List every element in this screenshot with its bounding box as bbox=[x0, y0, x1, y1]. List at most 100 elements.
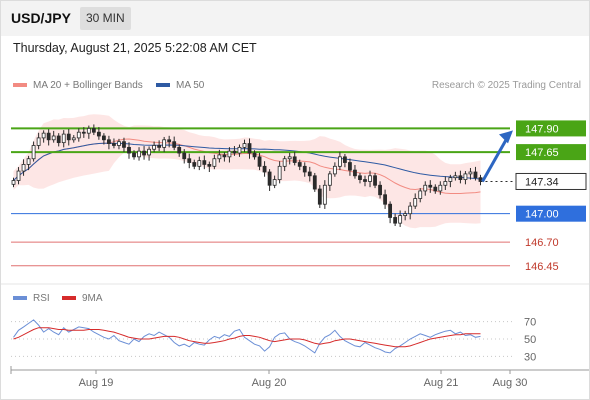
candle-body bbox=[56, 135, 61, 144]
rsi-tick-label: 50 bbox=[524, 334, 536, 346]
candle-body bbox=[192, 162, 197, 167]
candle-body bbox=[388, 203, 393, 218]
candle-body bbox=[463, 173, 468, 180]
candle-body bbox=[267, 171, 272, 186]
candle-body bbox=[393, 217, 398, 224]
candle-body bbox=[433, 186, 438, 192]
candle-body bbox=[91, 128, 96, 133]
candle-body bbox=[182, 152, 187, 160]
candle-body bbox=[448, 177, 453, 182]
candle-body bbox=[473, 171, 478, 179]
ma9-swatch bbox=[62, 296, 76, 301]
forecast-arrow-head bbox=[499, 130, 513, 144]
candle-body bbox=[117, 141, 121, 146]
candle-body bbox=[202, 160, 207, 165]
legend-bollinger-label: MA 20 + Bollinger Bands bbox=[33, 80, 143, 91]
candle-body bbox=[147, 148, 151, 156]
candle-body bbox=[41, 132, 46, 139]
bollinger-swatch bbox=[13, 83, 27, 88]
pivot-label-box-147.00 bbox=[516, 205, 586, 222]
candle-body bbox=[242, 143, 247, 148]
resistance-label-147.90: 147.90 bbox=[525, 123, 559, 135]
chart-header: USD/JPY 30 MIN bbox=[0, 0, 590, 36]
candle-body bbox=[418, 190, 423, 199]
candle-body bbox=[101, 135, 106, 141]
x-tick-label: Aug 20 bbox=[252, 377, 287, 389]
legend-bollinger: MA 20 + Bollinger Bands bbox=[13, 80, 143, 91]
candle-body bbox=[157, 145, 162, 148]
candle-body bbox=[46, 132, 51, 141]
candle-body bbox=[167, 139, 172, 143]
candle-body bbox=[132, 152, 136, 158]
rsi-tick-label: 30 bbox=[524, 351, 536, 363]
candle-body bbox=[61, 133, 66, 144]
candle-body bbox=[438, 184, 443, 192]
candle-body bbox=[307, 171, 312, 177]
candle-body bbox=[368, 175, 372, 182]
candle-body bbox=[428, 184, 433, 188]
candle-body bbox=[36, 137, 41, 146]
candle-body bbox=[468, 171, 473, 175]
candle-body bbox=[383, 194, 387, 205]
candle-body bbox=[403, 213, 408, 216]
candle-body bbox=[373, 175, 377, 186]
candle-body bbox=[413, 198, 418, 207]
candle-body bbox=[142, 150, 146, 156]
ma50-line bbox=[13, 142, 481, 181]
candle-body bbox=[207, 164, 212, 167]
candle-body bbox=[378, 184, 382, 196]
support-label-146.45: 146.45 bbox=[525, 261, 559, 273]
x-tick-label: Aug 21 bbox=[424, 377, 459, 389]
candle-body bbox=[162, 139, 167, 148]
candle-body bbox=[31, 145, 36, 160]
x-tick-label: Aug 19 bbox=[79, 377, 114, 389]
resistance-label-box-147.65 bbox=[516, 144, 586, 161]
candle-body bbox=[81, 131, 86, 134]
current-price-label: 147.34 bbox=[525, 176, 559, 188]
candle-body bbox=[358, 175, 362, 180]
support-label-146.70: 146.70 bbox=[525, 237, 559, 249]
legend-rsi-label: RSI bbox=[33, 293, 50, 304]
rsi-tick-label: 70 bbox=[524, 317, 536, 329]
resistance-label-147.65: 147.65 bbox=[525, 147, 559, 159]
candle-body bbox=[317, 188, 322, 205]
candle-body bbox=[337, 156, 342, 167]
candle-body bbox=[302, 165, 307, 173]
candle-body bbox=[187, 158, 192, 163]
candle-body bbox=[217, 154, 222, 160]
candle-body bbox=[96, 131, 101, 137]
candle-body bbox=[332, 165, 337, 175]
candle-body bbox=[348, 162, 352, 171]
x-tick-label: Aug 30 bbox=[493, 377, 528, 389]
candle-body bbox=[197, 160, 202, 167]
candle-body bbox=[26, 158, 31, 165]
research-credit: Research © 2025 Trading Central bbox=[431, 80, 581, 91]
legend-ma50-label: MA 50 bbox=[176, 80, 205, 91]
candle-body bbox=[282, 158, 287, 167]
candle-body bbox=[152, 145, 157, 150]
legend-rsi: RSI bbox=[13, 293, 50, 304]
candle-body bbox=[127, 146, 131, 154]
candle-body bbox=[292, 156, 297, 163]
candle-body bbox=[257, 156, 262, 167]
candle-body bbox=[66, 133, 71, 141]
symbol-title: USD/JPY bbox=[11, 10, 71, 26]
candle-body bbox=[423, 184, 428, 192]
candle-body bbox=[237, 146, 242, 154]
candle-body bbox=[453, 175, 458, 179]
current-price-box bbox=[515, 172, 587, 190]
candle-body bbox=[322, 184, 327, 205]
pivot-label-147.00: 147.00 bbox=[525, 209, 559, 221]
candle-body bbox=[408, 205, 413, 215]
candle-body bbox=[107, 139, 111, 144]
candle-body bbox=[177, 146, 182, 154]
timeframe-badge[interactable]: 30 MIN bbox=[80, 7, 131, 30]
candle-body bbox=[76, 131, 81, 139]
candle-body bbox=[458, 175, 463, 180]
candle-body bbox=[252, 152, 257, 158]
candle-body bbox=[443, 181, 448, 186]
legend-9ma-label: 9MA bbox=[82, 293, 103, 304]
candle-body bbox=[247, 143, 252, 154]
